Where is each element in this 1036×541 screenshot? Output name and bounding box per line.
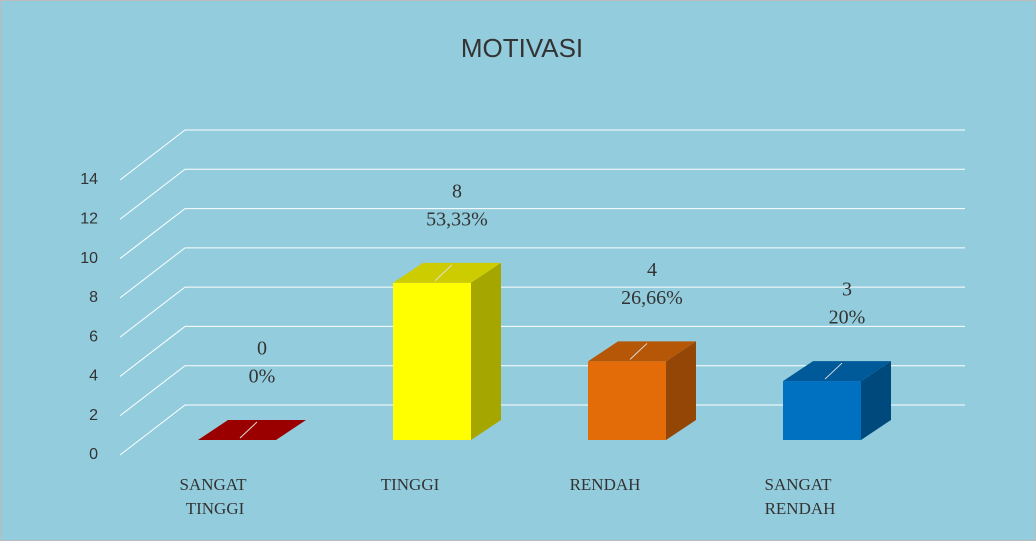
y-tick-label: 14 xyxy=(80,171,98,188)
x-tick-label: TINGGI xyxy=(381,475,440,494)
y-tick-label: 4 xyxy=(89,368,98,385)
leader-line xyxy=(434,264,453,282)
bar-top xyxy=(588,341,696,362)
y-tick-label: 12 xyxy=(80,211,98,228)
value-label: 0 xyxy=(257,338,267,360)
bar-front xyxy=(783,381,861,440)
value-label: 8 xyxy=(452,180,462,202)
bar-top xyxy=(783,361,891,382)
bar-side xyxy=(861,361,891,440)
value-label: 4 xyxy=(647,259,657,281)
grid-line xyxy=(119,129,965,181)
grid-line xyxy=(119,286,965,338)
leader-line xyxy=(239,421,258,439)
y-tick-label: 8 xyxy=(89,289,98,306)
grid-line xyxy=(119,365,965,417)
bar xyxy=(393,262,501,440)
bar-top xyxy=(393,262,501,283)
bar xyxy=(588,341,696,440)
value-label: 3 xyxy=(842,279,852,301)
percentage-label: 26,66% xyxy=(621,287,683,309)
bar-side xyxy=(666,341,696,440)
grid-line xyxy=(119,404,965,456)
bar-front xyxy=(393,282,471,440)
percentage-label: 0% xyxy=(249,366,276,388)
x-tick-label: RENDAH xyxy=(570,475,641,494)
bar-front xyxy=(588,361,666,440)
leader-line xyxy=(824,362,843,380)
chart-title: MOTIVASI xyxy=(461,33,583,63)
bar xyxy=(783,361,891,440)
leader-line xyxy=(629,343,648,360)
x-tick-label: SANGAT RENDAH xyxy=(764,475,835,518)
percentage-label: 20% xyxy=(829,307,866,329)
x-tick-label: SANGAT TINGGI xyxy=(179,475,250,518)
bar-top xyxy=(198,420,306,440)
grid-line xyxy=(119,208,965,259)
bar xyxy=(198,420,306,440)
y-tick-label: 0 xyxy=(89,446,98,463)
percentage-label: 53,33% xyxy=(426,208,488,230)
bar-side xyxy=(471,262,501,440)
y-tick-label: 2 xyxy=(89,407,98,424)
y-tick-label: 10 xyxy=(80,250,98,267)
y-tick-label: 6 xyxy=(89,328,98,345)
grid-line xyxy=(119,325,965,377)
grid-line xyxy=(119,168,965,220)
grid-line xyxy=(119,247,965,299)
